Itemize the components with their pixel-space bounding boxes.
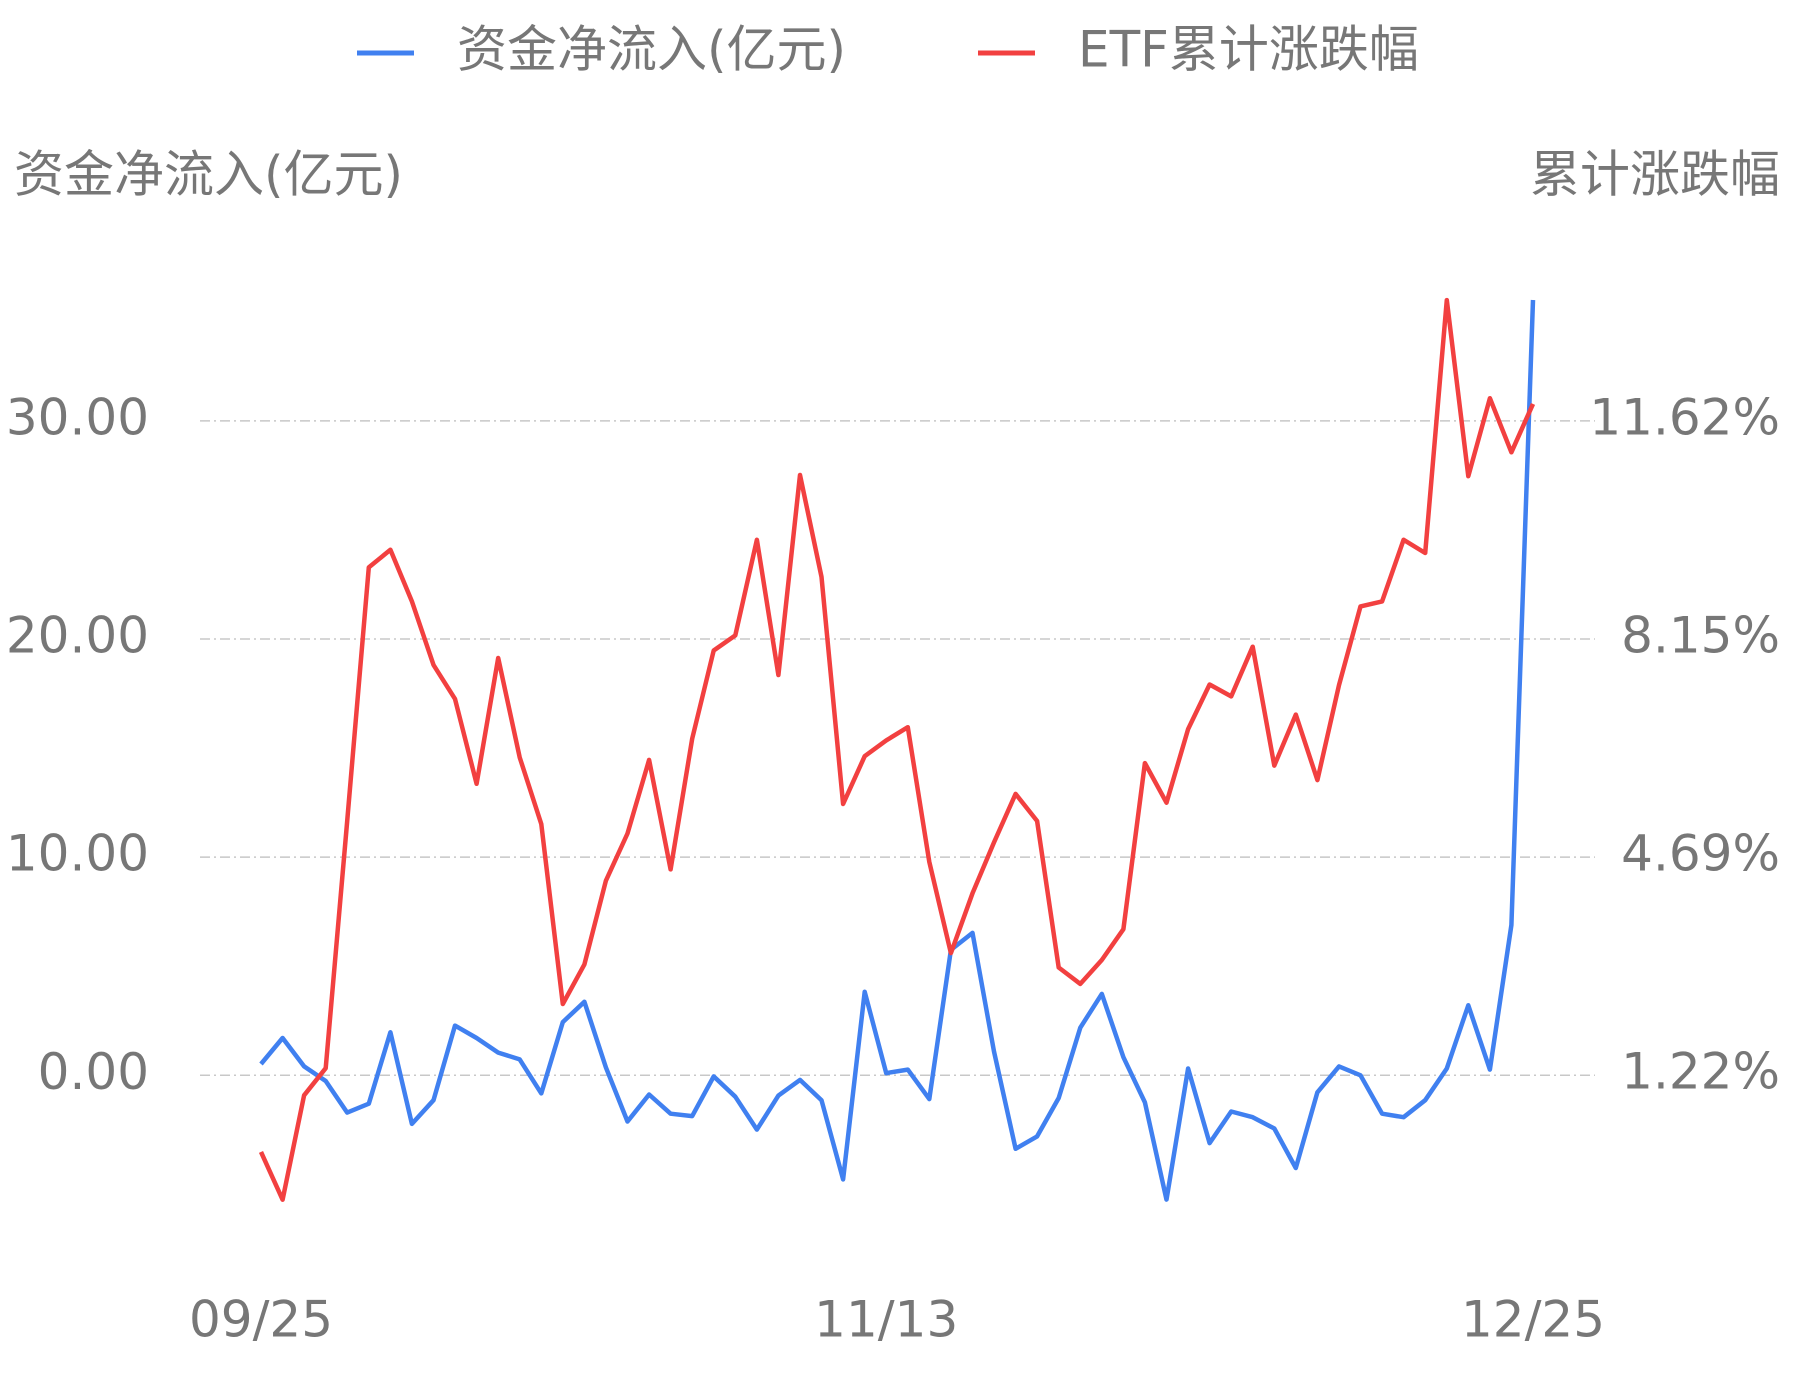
y2-tick-label: 11.62% bbox=[1589, 388, 1780, 446]
y2-tick-label: 1.22% bbox=[1621, 1043, 1780, 1101]
y-tick-label: 0.00 bbox=[38, 1043, 149, 1101]
legend-label: 资金净流入(亿元) bbox=[457, 21, 846, 79]
y-tick-label: 30.00 bbox=[6, 388, 149, 446]
legend-label: ETF累计涨跌幅 bbox=[1078, 21, 1419, 79]
x-tick-label: 12/25 bbox=[1461, 1291, 1605, 1349]
y-tick-label: 10.00 bbox=[6, 825, 149, 883]
series-line bbox=[259, 299, 1536, 1202]
y-tick-label: 20.00 bbox=[6, 607, 149, 665]
y-axis-title: 资金净流入(亿元) bbox=[14, 146, 403, 204]
series-line bbox=[258, 297, 1536, 1202]
y2-tick-label: 8.15% bbox=[1621, 607, 1780, 665]
y2-axis-title: 累计涨跌幅 bbox=[1530, 146, 1780, 204]
x-tick-label: 11/13 bbox=[814, 1291, 958, 1349]
x-tick-label: 09/25 bbox=[189, 1291, 333, 1349]
y2-tick-label: 4.69% bbox=[1621, 824, 1780, 882]
